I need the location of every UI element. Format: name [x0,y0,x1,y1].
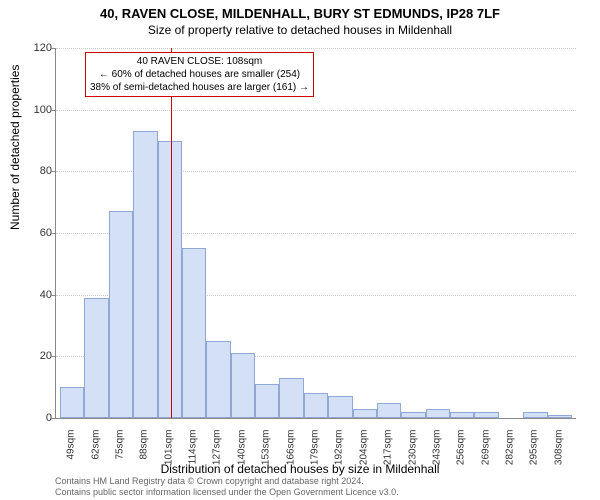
x-tick-label: 204sqm [358,430,369,470]
histogram-bar [401,412,425,418]
histogram-bar [548,415,572,418]
histogram-bar [158,141,182,419]
chart-container: 40, RAVEN CLOSE, MILDENHALL, BURY ST EDM… [0,0,600,500]
y-tick-label: 80 [30,165,52,177]
x-tick-label: 217sqm [383,430,394,470]
chart-subtitle: Size of property relative to detached ho… [0,21,600,37]
x-tick-label: 166sqm [285,430,296,470]
histogram-bar [328,396,352,418]
histogram-bar [182,248,206,418]
histogram-bar [84,298,108,418]
y-tick-mark [51,418,55,419]
annotation-line3: 38% of semi-detached houses are larger (… [90,81,309,94]
histogram-bar [231,353,255,418]
histogram-bar [133,131,157,418]
x-tick-label: 153sqm [261,430,272,470]
x-tick-label: 282sqm [505,430,516,470]
histogram-bar [279,378,303,418]
histogram-bar [353,409,377,418]
y-tick-mark [51,233,55,234]
y-tick-label: 100 [30,104,52,116]
annotation-line1: 40 RAVEN CLOSE: 108sqm [90,55,309,68]
x-tick-label: 243sqm [431,430,442,470]
histogram-bar [109,211,133,418]
x-tick-label: 256sqm [456,430,467,470]
annotation-line2: ← 60% of detached houses are smaller (25… [90,68,309,81]
x-tick-label: 49sqm [66,430,77,470]
annotation-box: 40 RAVEN CLOSE: 108sqm← 60% of detached … [85,52,314,97]
attribution-line2: Contains public sector information licen… [55,487,399,498]
x-tick-label: 308sqm [553,430,564,470]
reference-line [171,48,172,418]
y-tick-label: 40 [30,289,52,301]
y-tick-mark [51,356,55,357]
y-axis-label: Number of detached properties [8,65,22,230]
histogram-bar [523,412,547,418]
plot-area [55,48,576,419]
y-tick-mark [51,48,55,49]
y-tick-label: 20 [30,350,52,362]
y-tick-mark [51,295,55,296]
histogram-bar [304,393,328,418]
chart-title: 40, RAVEN CLOSE, MILDENHALL, BURY ST EDM… [0,0,600,21]
x-tick-label: 101sqm [163,430,174,470]
x-tick-label: 140sqm [236,430,247,470]
y-tick-mark [51,110,55,111]
x-tick-label: 75sqm [114,430,125,470]
x-tick-label: 269sqm [480,430,491,470]
x-tick-label: 179sqm [310,430,321,470]
x-tick-label: 295sqm [529,430,540,470]
y-tick-mark [51,171,55,172]
grid-line [56,48,576,49]
attribution-line1: Contains HM Land Registry data © Crown c… [55,476,399,487]
x-tick-label: 127sqm [212,430,223,470]
x-tick-label: 192sqm [334,430,345,470]
histogram-bar [450,412,474,418]
histogram-bar [206,341,230,418]
histogram-bar [60,387,84,418]
x-tick-label: 88sqm [139,430,150,470]
histogram-bar [377,403,401,418]
grid-line [56,110,576,111]
x-tick-label: 114sqm [188,430,199,470]
attribution-text: Contains HM Land Registry data © Crown c… [55,476,399,498]
y-tick-label: 0 [30,412,52,424]
histogram-bar [255,384,279,418]
x-tick-label: 62sqm [90,430,101,470]
y-tick-label: 120 [30,42,52,54]
histogram-bar [474,412,498,418]
y-tick-label: 60 [30,227,52,239]
histogram-bar [426,409,450,418]
x-tick-label: 230sqm [407,430,418,470]
